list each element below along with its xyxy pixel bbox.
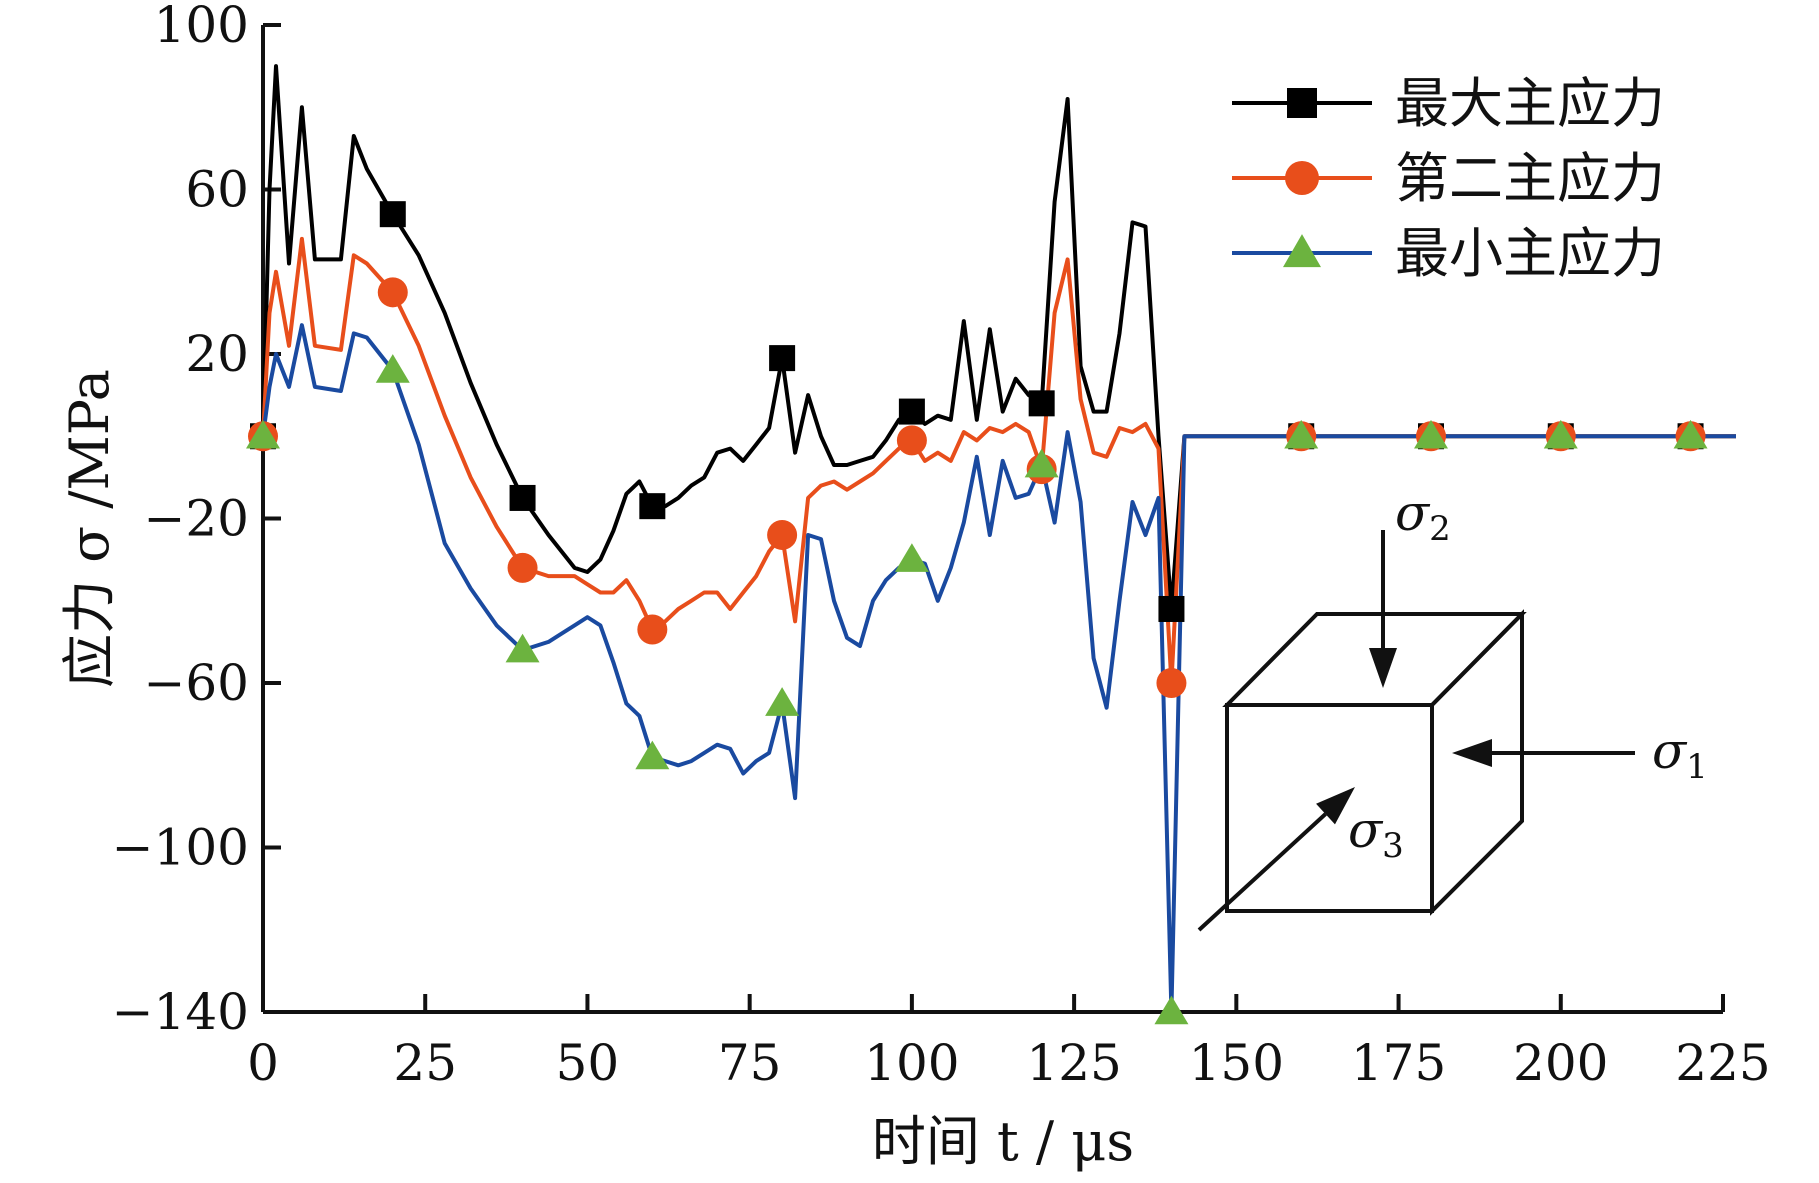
legend-label: 最小主应力 xyxy=(1395,222,1665,285)
data-point xyxy=(639,493,666,520)
legend-marker xyxy=(1283,234,1321,268)
x-tick-label: 125 xyxy=(1026,1034,1121,1092)
data-point xyxy=(1158,595,1185,622)
x-tick-label: 150 xyxy=(1189,1034,1284,1092)
series-markers-3 xyxy=(246,354,1708,1025)
data-point xyxy=(1156,668,1187,698)
cube xyxy=(1222,609,1527,916)
legend-label: 第二主应力 xyxy=(1395,147,1665,210)
y-tick-label: 20 xyxy=(185,325,249,383)
x-tick-label: 25 xyxy=(393,1034,457,1092)
series-1 xyxy=(261,64,1736,611)
x-tick-label: 175 xyxy=(1351,1034,1446,1092)
data-point xyxy=(505,633,540,663)
arrow-shaft xyxy=(1197,812,1327,932)
series-markers-2 xyxy=(248,277,1706,698)
data-point xyxy=(767,519,798,550)
sigma3-arrow xyxy=(1197,787,1355,932)
sigma1-label: σ1 xyxy=(1652,722,1708,787)
data-point xyxy=(1154,995,1189,1025)
legend-label: 最大主应力 xyxy=(1395,72,1665,135)
data-point xyxy=(1284,419,1319,449)
series-line-3 xyxy=(261,323,1736,1014)
y-tick-label: −20 xyxy=(143,490,249,548)
series-3 xyxy=(261,323,1736,1014)
x-tick-label: 75 xyxy=(718,1034,782,1092)
sigma2-label: σ2 xyxy=(1395,484,1451,549)
y-axis-title: 应力 σ /MPa xyxy=(58,369,121,688)
data-point xyxy=(1414,419,1448,449)
legend-marker xyxy=(1285,161,1319,195)
data-point xyxy=(765,687,800,716)
data-point xyxy=(1024,448,1059,478)
cube-side-face xyxy=(1430,609,1524,916)
sigma3-label: σ3 xyxy=(1348,801,1404,866)
arrow-head xyxy=(1452,739,1492,767)
series-layer xyxy=(246,64,1736,1025)
series-line-1 xyxy=(261,64,1736,611)
data-point xyxy=(375,354,410,383)
x-tick-label: 200 xyxy=(1513,1034,1608,1092)
legend-item-2: 第二主应力 xyxy=(1232,147,1665,210)
data-point xyxy=(894,543,929,572)
data-point xyxy=(898,398,925,425)
data-point xyxy=(896,425,927,456)
x-tick-label: 225 xyxy=(1675,1034,1770,1092)
y-tick-label: 60 xyxy=(185,161,249,219)
arrow-head xyxy=(1369,648,1397,688)
series-line-2 xyxy=(261,236,1736,685)
x-tick-label: 50 xyxy=(556,1034,620,1092)
x-tick-label: 0 xyxy=(247,1034,279,1092)
data-point xyxy=(377,277,408,308)
data-point xyxy=(379,201,406,228)
x-axis-title: 时间 t / μs xyxy=(872,1110,1134,1173)
sigma1-arrow xyxy=(1452,739,1635,767)
x-tick-label: 100 xyxy=(864,1034,959,1092)
data-point xyxy=(637,614,668,645)
stress-cube-inset: σ2 σ1 σ3 xyxy=(1197,484,1708,932)
sigma2-arrow xyxy=(1369,530,1397,688)
legend-item-1: 最大主应力 xyxy=(1232,72,1665,135)
y-tick-label: 100 xyxy=(154,0,249,54)
data-point xyxy=(1543,419,1578,449)
legend-marker xyxy=(1287,88,1317,118)
data-point xyxy=(635,740,670,770)
data-point xyxy=(507,552,538,583)
data-point xyxy=(769,345,796,372)
arrow-head xyxy=(1316,787,1355,825)
y-tick-label: −140 xyxy=(112,983,249,1041)
data-point xyxy=(1673,419,1708,449)
axes: 0 25 50 75 100 125 150 175 200 225 100 60 20 −20 −60 −1… xyxy=(58,0,1771,1173)
y-tick-label: −100 xyxy=(112,819,249,877)
data-point xyxy=(1028,390,1055,417)
series-2 xyxy=(261,236,1736,685)
data-point xyxy=(246,419,280,449)
y-tick-label: −60 xyxy=(143,654,249,712)
legend-item-3: 最小主应力 xyxy=(1232,222,1665,285)
data-point xyxy=(509,484,536,511)
